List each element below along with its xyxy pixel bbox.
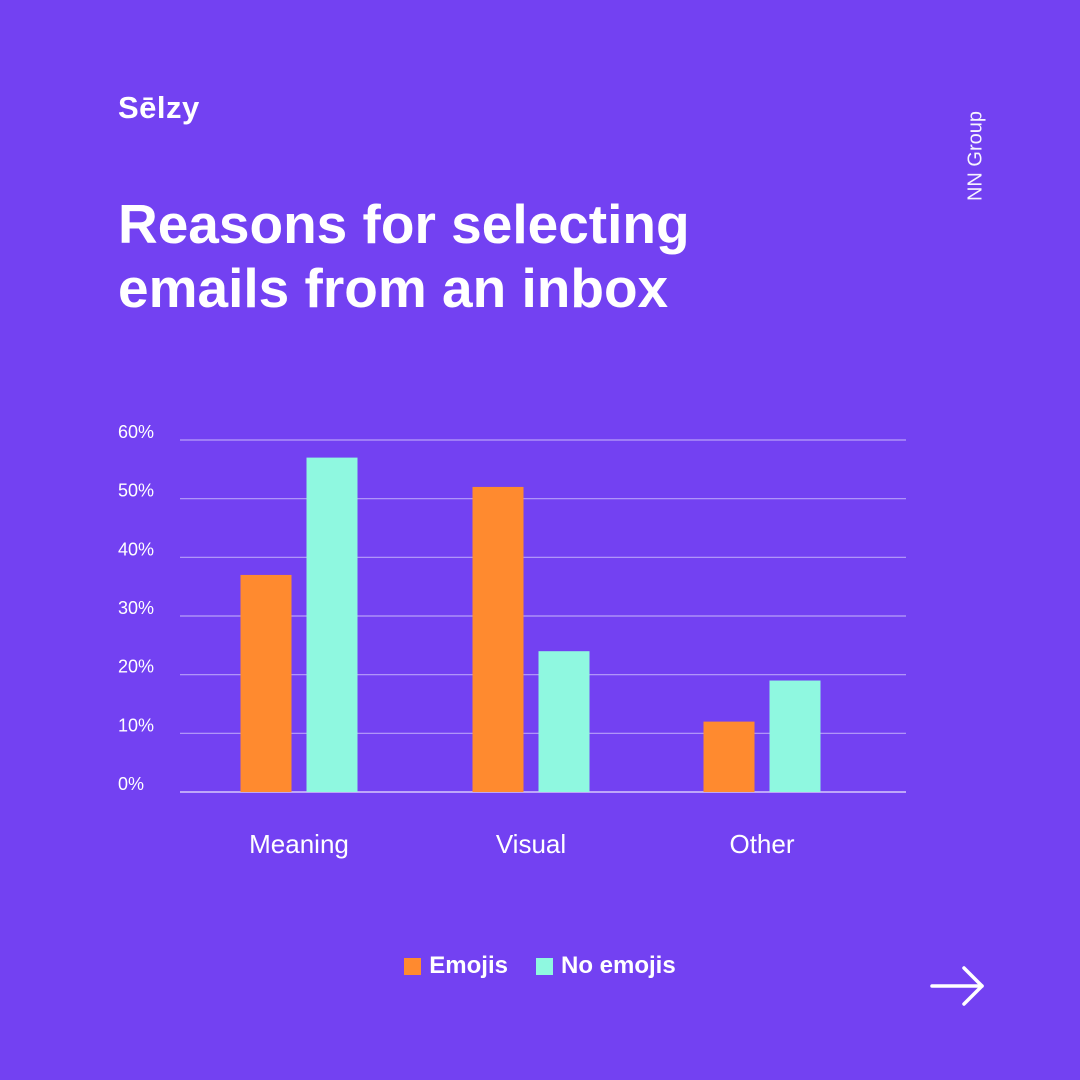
bar-no-emojis-visual (538, 651, 590, 792)
x-tick-label-other: Other (729, 829, 794, 859)
legend-label-emojis: Emojis (429, 952, 508, 979)
y-tick-label: 20% (118, 657, 154, 677)
chart-title-line-2: emails from an inbox (118, 257, 669, 319)
legend-swatch-no-emojis (536, 957, 553, 975)
y-tick-label: 0% (118, 774, 144, 794)
bar-emojis-visual (472, 486, 524, 792)
legend-item-emojis: Emojis (404, 952, 508, 980)
legend-item-no-emojis: No emojis (536, 952, 676, 980)
x-tick-label-visual: Visual (496, 829, 566, 859)
legend-swatch-emojis (404, 957, 422, 975)
arrow-right-icon[interactable] (928, 962, 988, 1010)
chart-title-line-1: Reasons for selecting (118, 193, 690, 255)
chart-legend: Emojis No emojis (0, 952, 1080, 980)
x-tick-label-meaning: Meaning (249, 829, 349, 859)
y-tick-label: 60% (118, 422, 154, 442)
bar-no-emojis-other (769, 680, 821, 792)
selzy-logo: Sēlzy (118, 90, 200, 125)
bar-emojis-other (703, 721, 755, 792)
y-tick-label: 40% (118, 539, 154, 559)
bar-no-emojis-meaning (306, 457, 358, 792)
legend-label-no-emojis: No emojis (561, 952, 676, 979)
y-tick-label: 30% (118, 598, 154, 618)
y-tick-label: 50% (118, 481, 154, 501)
bar-emojis-meaning (240, 574, 292, 792)
chart-title: Reasons for selecting emails from an inb… (118, 192, 898, 320)
y-tick-label: 10% (118, 715, 154, 735)
